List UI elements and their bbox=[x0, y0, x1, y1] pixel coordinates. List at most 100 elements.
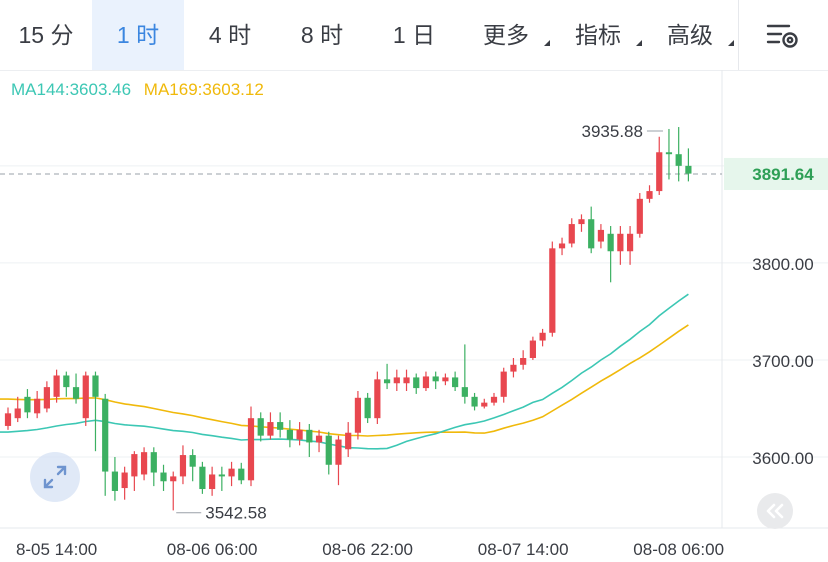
candle-body[interactable] bbox=[286, 429, 293, 440]
candle-body[interactable] bbox=[442, 377, 449, 382]
candle-body[interactable] bbox=[43, 387, 50, 409]
candle-body[interactable] bbox=[364, 397, 371, 419]
ma144-label: MA144:3603.46 bbox=[11, 80, 132, 99]
candle-body[interactable] bbox=[238, 468, 245, 481]
candle-body[interactable] bbox=[597, 229, 605, 242]
candle-body[interactable] bbox=[626, 233, 634, 252]
candle-body[interactable] bbox=[345, 432, 352, 450]
x-tick-label: 08-06 22:00 bbox=[322, 540, 413, 559]
candle-body[interactable] bbox=[656, 152, 663, 192]
x-tick-label: 08-07 14:00 bbox=[478, 540, 569, 559]
ma169-line bbox=[0, 324, 689, 437]
high-price-label: 3935.88 bbox=[582, 122, 643, 141]
candle-body[interactable] bbox=[588, 219, 595, 249]
candle-body[interactable] bbox=[277, 422, 284, 430]
collapse-button[interactable] bbox=[757, 493, 793, 529]
candle-body[interactable] bbox=[490, 396, 498, 403]
candle-body[interactable] bbox=[209, 474, 216, 490]
tab-8h[interactable]: 8 时 bbox=[300, 22, 344, 48]
candle-body[interactable] bbox=[685, 165, 692, 174]
candle-body[interactable] bbox=[315, 435, 323, 443]
candle-body[interactable] bbox=[354, 397, 362, 433]
x-tick-label: 8-05 14:00 bbox=[16, 540, 97, 559]
candle-body[interactable] bbox=[578, 219, 585, 225]
candle-body[interactable] bbox=[539, 332, 546, 341]
timeframe-tabbar: 15 分 1 时 4 时 8 时 1 日 更多 指标 高级 bbox=[0, 0, 828, 71]
candle-body[interactable] bbox=[199, 466, 206, 490]
candle-body[interactable] bbox=[675, 154, 682, 166]
candle-body[interactable] bbox=[92, 375, 99, 397]
candle-body[interactable] bbox=[636, 198, 643, 234]
candle-body[interactable] bbox=[247, 418, 255, 481]
expand-diagonal-icon bbox=[43, 465, 67, 489]
chart-settings-button[interactable] bbox=[738, 0, 828, 70]
candle-body[interactable] bbox=[558, 243, 566, 249]
tab-advanced[interactable]: 高级 bbox=[644, 0, 736, 70]
candle-body[interactable] bbox=[150, 452, 157, 473]
candle-body[interactable] bbox=[306, 429, 313, 443]
candle-body[interactable] bbox=[4, 413, 12, 426]
candle-body[interactable] bbox=[325, 435, 332, 465]
collapse-left-icon bbox=[766, 503, 784, 519]
y-tick-label: 3800.00 bbox=[752, 255, 813, 274]
candle-body[interactable] bbox=[257, 418, 264, 436]
candle-body[interactable] bbox=[607, 233, 614, 252]
candlestick-chart[interactable]: 3600.00 3700.00 3800.00 8-05 14:00 08-06 06:… bbox=[0, 70, 828, 562]
tab-15min[interactable]: 15 分 bbox=[18, 22, 74, 48]
candle-body[interactable] bbox=[452, 377, 459, 388]
candle-body[interactable] bbox=[102, 398, 109, 472]
candle-body[interactable] bbox=[228, 468, 235, 477]
candle-body[interactable] bbox=[296, 429, 303, 440]
candle-body[interactable] bbox=[111, 471, 119, 491]
candle-body[interactable] bbox=[140, 452, 148, 475]
candle-body[interactable] bbox=[383, 379, 391, 384]
y-tick-label: 3700.00 bbox=[752, 352, 813, 371]
tab-more[interactable]: 更多 bbox=[460, 0, 552, 70]
current-price-tag bbox=[724, 157, 828, 190]
candle-body[interactable] bbox=[510, 364, 517, 372]
candle-body[interactable] bbox=[160, 472, 167, 482]
candle-body[interactable] bbox=[72, 387, 80, 399]
dropdown-triangle-icon bbox=[544, 40, 550, 46]
tab-indicators[interactable]: 指标 bbox=[552, 0, 644, 70]
candle-body[interactable] bbox=[568, 224, 575, 244]
y-tick-label: 3600.00 bbox=[752, 449, 813, 468]
candle-body[interactable] bbox=[374, 379, 381, 419]
ma144-line bbox=[0, 293, 689, 450]
candle-body[interactable] bbox=[131, 454, 138, 477]
candle-body[interactable] bbox=[179, 455, 187, 477]
candle-body[interactable] bbox=[432, 376, 439, 382]
candle-body[interactable] bbox=[500, 371, 507, 397]
candle-body[interactable] bbox=[189, 455, 196, 467]
candle-body[interactable] bbox=[646, 191, 653, 199]
candle-body[interactable] bbox=[520, 358, 527, 365]
candle-body[interactable] bbox=[529, 340, 536, 359]
candle-body[interactable] bbox=[34, 398, 41, 414]
candle-body[interactable] bbox=[403, 377, 410, 384]
candle-body[interactable] bbox=[14, 408, 21, 419]
tab-1d[interactable]: 1 日 bbox=[392, 22, 436, 48]
candle-body[interactable] bbox=[549, 248, 556, 333]
tab-1h[interactable]: 1 时 bbox=[92, 0, 184, 70]
candle-body[interactable] bbox=[82, 375, 89, 419]
candle-body[interactable] bbox=[335, 439, 342, 465]
candle-body[interactable] bbox=[121, 472, 128, 489]
candle-body[interactable] bbox=[218, 474, 225, 477]
ma169-label: MA169:3603.12 bbox=[143, 80, 264, 99]
x-tick-label: 08-06 06:00 bbox=[167, 540, 258, 559]
zoom-button[interactable] bbox=[30, 452, 80, 502]
candle-body[interactable] bbox=[471, 396, 478, 407]
tab-4h[interactable]: 4 时 bbox=[208, 22, 252, 48]
candle-body[interactable] bbox=[63, 375, 70, 388]
candle-body[interactable] bbox=[413, 377, 420, 389]
candle-body[interactable] bbox=[53, 375, 60, 397]
candle-body[interactable] bbox=[170, 476, 177, 482]
candle-body[interactable] bbox=[24, 396, 31, 413]
candle-body[interactable] bbox=[422, 376, 430, 389]
candle-body[interactable] bbox=[267, 422, 274, 436]
candle-body[interactable] bbox=[481, 402, 488, 407]
candle-body[interactable] bbox=[617, 233, 624, 252]
candle-body[interactable] bbox=[461, 387, 468, 397]
candle-body[interactable] bbox=[393, 377, 400, 384]
candle-body[interactable] bbox=[665, 152, 673, 155]
